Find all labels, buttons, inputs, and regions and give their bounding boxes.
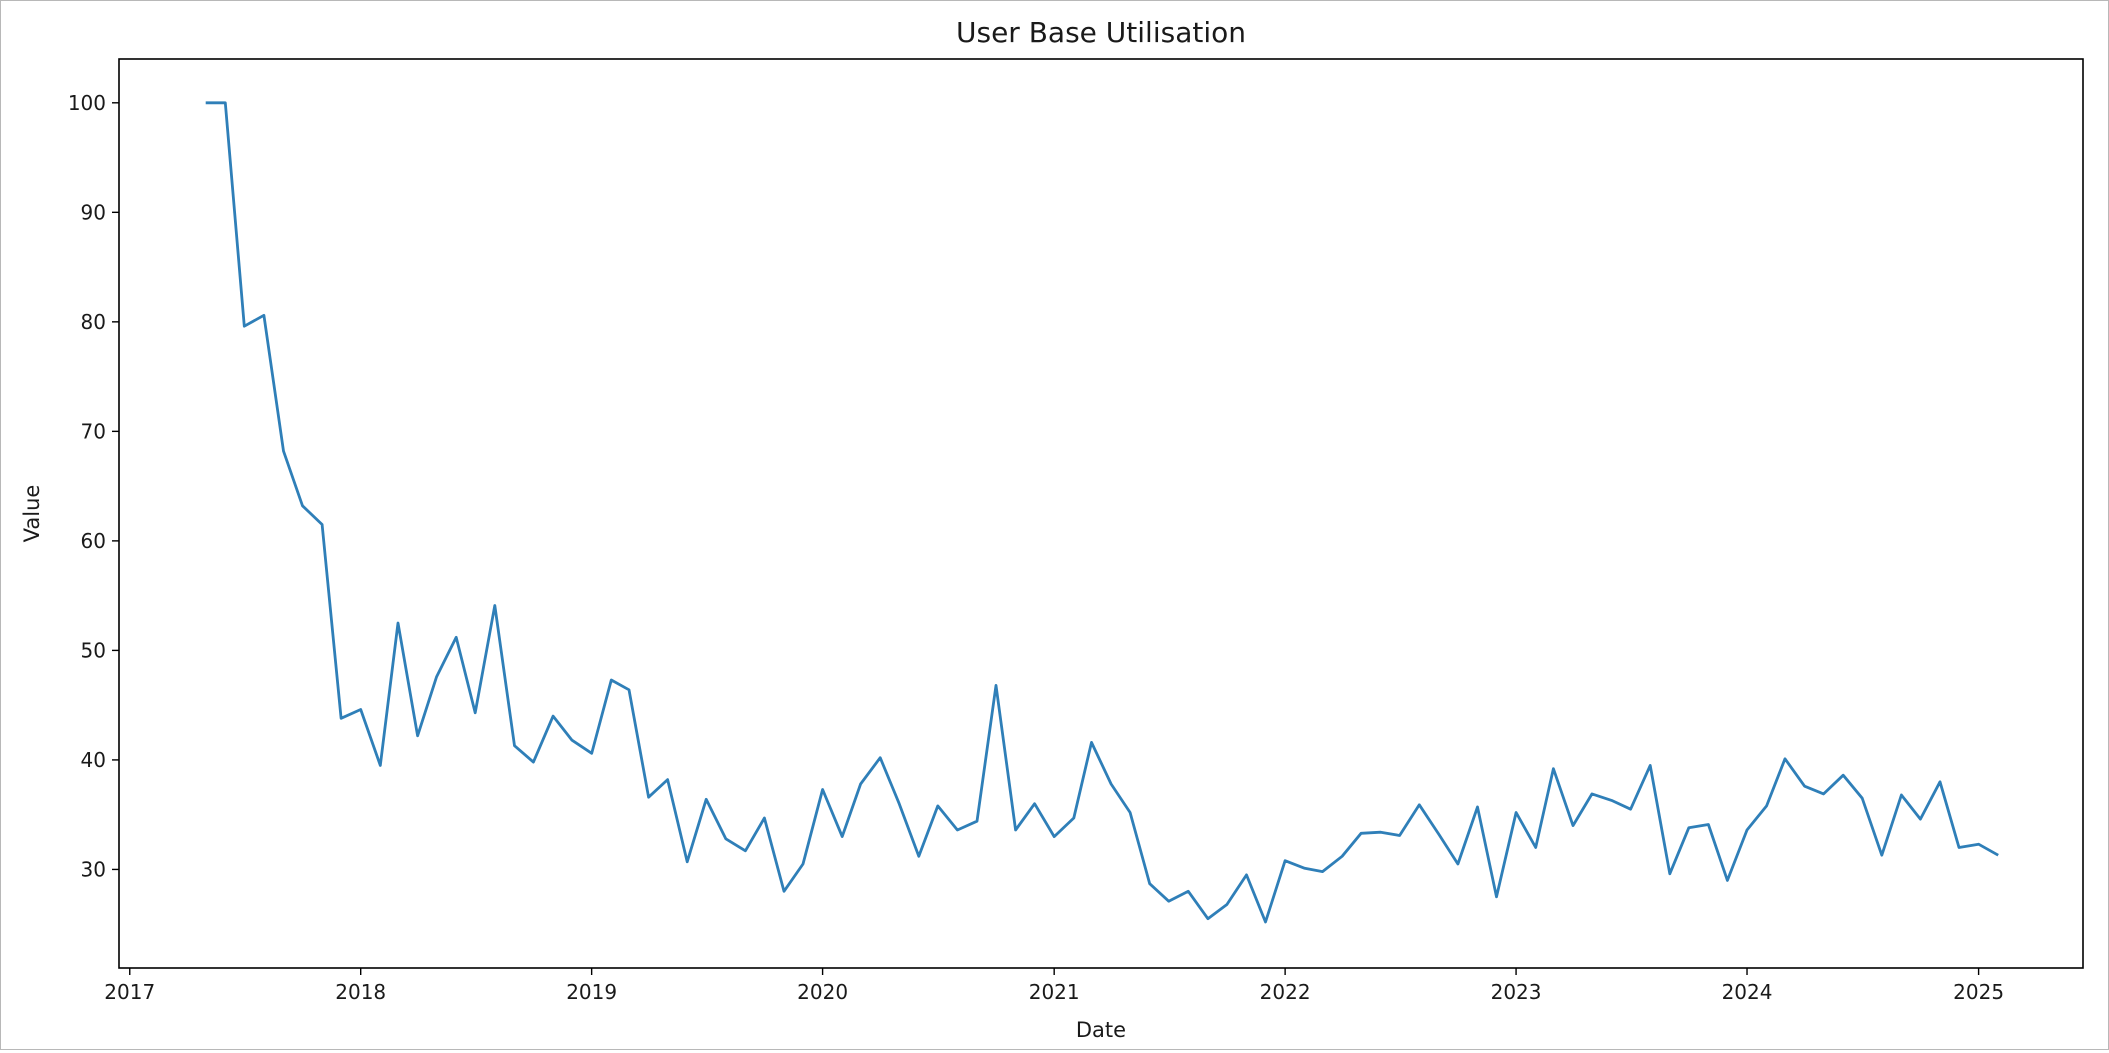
- x-tick-label: 2020: [797, 980, 848, 1004]
- x-tick-label: 2019: [566, 980, 617, 1004]
- series-layer: [205, 101, 1999, 924]
- x-tick-label: 2017: [104, 980, 155, 1004]
- x-axis-ticks: 2017 2018 2019 2020 2021 2022 2023 2024 2025: [104, 968, 2004, 1004]
- x-tick-label: 2021: [1029, 980, 1080, 1004]
- y-tick-label: 90: [81, 200, 106, 224]
- plot-area-frame: [118, 58, 2084, 969]
- x-tick-label: 2018: [335, 980, 386, 1004]
- y-tick-label: 60: [81, 529, 106, 553]
- y-axis-label: Value: [20, 485, 44, 543]
- y-tick-label: 80: [81, 310, 106, 334]
- x-tick-label: 2023: [1491, 980, 1542, 1004]
- x-tick-label: 2025: [1953, 980, 2004, 1004]
- x-tick-label: 2022: [1260, 980, 1311, 1004]
- y-tick-label: 70: [81, 419, 106, 443]
- x-axis-label: Date: [1076, 1018, 1126, 1042]
- chart-title: User Base Utilisation: [956, 16, 1246, 49]
- y-tick-label: 40: [81, 748, 106, 772]
- y-tick-label: 50: [81, 638, 106, 662]
- y-tick-label: 100: [68, 91, 106, 115]
- y-axis-ticks: 30 40 50 60 70 80 90 100: [68, 91, 119, 881]
- y-tick-label: 30: [81, 857, 106, 881]
- x-tick-label: 2024: [1722, 980, 1773, 1004]
- series-line: [205, 101, 1999, 924]
